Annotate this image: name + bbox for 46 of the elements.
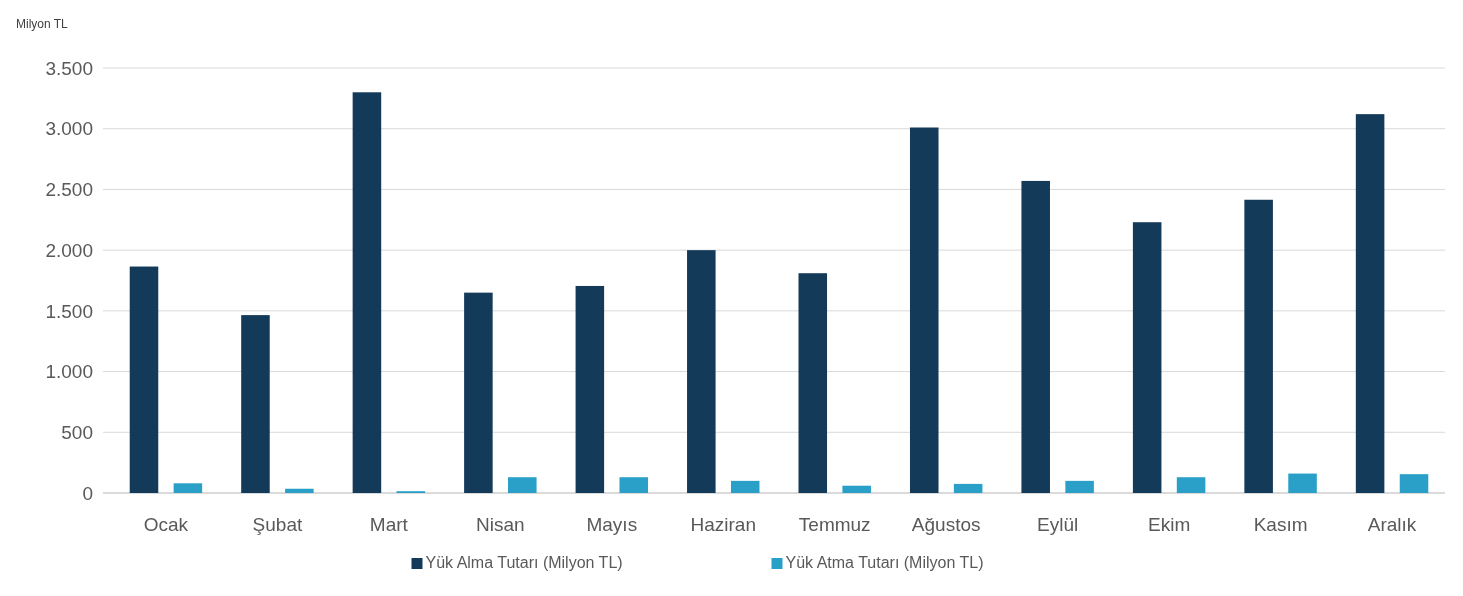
x-tick-label: Ağustos	[911, 514, 981, 535]
bar	[1288, 473, 1317, 493]
x-tick-label: Aralık	[1367, 514, 1417, 535]
bar	[285, 488, 314, 493]
bar	[953, 483, 983, 493]
y-tick-label: 3.000	[45, 118, 93, 140]
legend-label: Yük Alma Tutarı (Milyon TL)	[425, 554, 623, 571]
bar	[1355, 114, 1385, 493]
x-tick-label: Eylül	[1037, 514, 1079, 535]
y-tick-label: 3.500	[45, 57, 93, 79]
x-tick-label: Haziran	[690, 514, 757, 535]
y-tick-label: 1.000	[45, 361, 93, 383]
bar	[909, 127, 939, 493]
bar	[575, 285, 605, 493]
bar	[129, 266, 159, 493]
x-tick-label: Temmuz	[798, 514, 871, 535]
bar	[1021, 180, 1050, 493]
x-tick-label: Ocak	[143, 514, 189, 535]
y-tick-label: 2.000	[45, 239, 93, 261]
bar	[173, 483, 203, 493]
y-tick-label: 1.500	[45, 300, 93, 322]
x-tick-label: Mart	[369, 514, 409, 535]
y-tick-label: 2.500	[45, 179, 93, 201]
bar	[464, 292, 493, 493]
bar	[687, 250, 716, 493]
x-tick-label: Ekim	[1148, 514, 1191, 535]
bar	[1132, 222, 1162, 493]
bar	[241, 315, 270, 493]
x-tick-label: Nisan	[476, 514, 525, 535]
y-tick-label: 0	[82, 482, 93, 504]
x-tick-label: Şubat	[252, 514, 303, 535]
bar	[798, 273, 828, 493]
bar	[1065, 480, 1094, 493]
y-axis-title: Milyon TL	[16, 17, 69, 31]
legend-label: Yük Atma Tutarı (Milyon TL)	[785, 554, 984, 571]
bar	[842, 485, 871, 493]
x-tick-label: Kasım	[1253, 514, 1308, 535]
bar	[508, 477, 537, 493]
bar	[1244, 199, 1273, 493]
bar	[1399, 474, 1429, 493]
bar	[730, 480, 760, 493]
y-tick-label: 500	[61, 421, 93, 443]
x-tick-label: Mayıs	[586, 514, 638, 535]
bar	[619, 477, 649, 493]
bar	[1176, 477, 1206, 493]
bar	[352, 92, 382, 493]
